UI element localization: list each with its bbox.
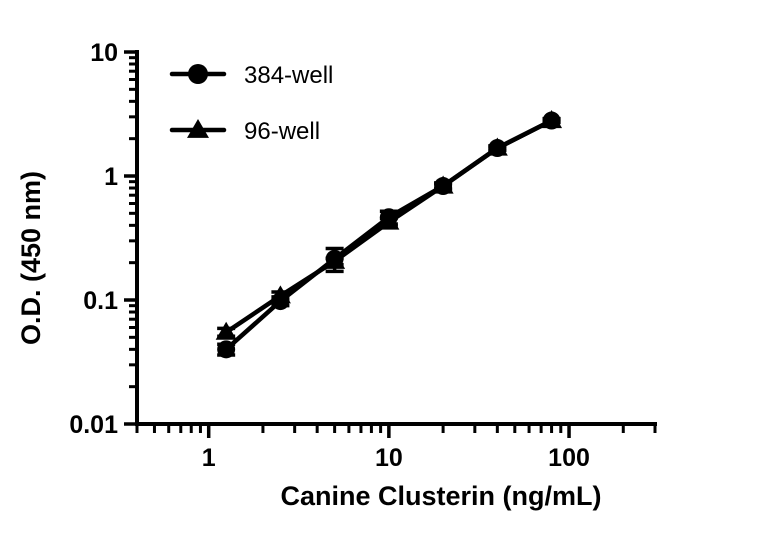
data-point-circle: [217, 340, 236, 359]
x-tick-label: 1: [202, 444, 216, 472]
data-point-triangle: [541, 110, 563, 129]
y-tick-label: 0.01: [69, 411, 118, 439]
x-axis-title: Canine Clusterin (ng/mL): [280, 481, 601, 511]
legend-marker-triangle: [187, 119, 209, 138]
legend-item-label-0: 384-well: [244, 62, 333, 89]
legend-item-label-1: 96-well: [244, 118, 320, 145]
data-point-triangle: [269, 285, 291, 304]
data-point-triangle: [215, 321, 237, 340]
x-tick-label: 10: [375, 444, 403, 472]
data-point-triangle: [324, 250, 346, 269]
data-point-triangle: [378, 211, 400, 230]
data-point-triangle: [486, 137, 508, 156]
y-tick-label: 10: [90, 39, 118, 67]
y-axis-title: O.D. (450 nm): [16, 171, 46, 345]
x-tick-label: 100: [548, 444, 590, 472]
data-point-triangle: [432, 175, 454, 194]
legend-marker-circle: [188, 64, 208, 84]
y-tick-label: 1: [104, 163, 118, 191]
y-tick-label: 0.1: [83, 287, 118, 315]
